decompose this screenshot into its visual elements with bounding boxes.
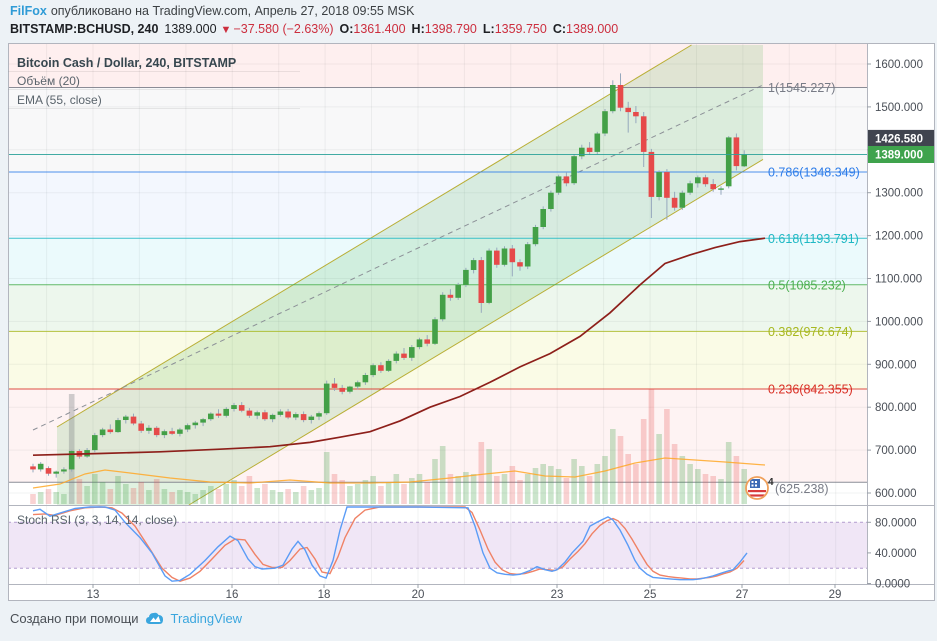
open-value: 1361.400 <box>353 22 406 36</box>
tradingview-logo-icon[interactable] <box>145 611 165 626</box>
fib-label: 1(1545.227) <box>768 81 835 95</box>
stoch-tick-label: 0.0000 <box>875 579 910 591</box>
idea-count: 4 <box>768 477 774 488</box>
high-label: H: <box>411 22 425 36</box>
price-tick-label: 1100.000 <box>875 274 922 286</box>
stoch-tick-label: 80.0000 <box>875 517 917 529</box>
price-axis[interactable]: 1600.0001500.0001400.0001300.0001200.000… <box>867 59 934 591</box>
fib-label: 0.618(1193.791) <box>768 232 859 246</box>
last-price-badge: 1389.000 <box>868 146 934 163</box>
fib-zero-label: (625.238) <box>775 482 829 496</box>
price-tick-label: 900.000 <box>875 359 917 371</box>
time-tick-label: 18 <box>318 589 331 601</box>
symbol-line: BITSTAMP:BCHUSD, 240 1389.000 ▼ −37.580 (−2… <box>10 20 930 40</box>
svg-text:1389.000: 1389.000 <box>875 150 923 162</box>
open-label: O: <box>339 22 354 36</box>
close-value: 1389.000 <box>566 22 619 36</box>
snapshot-footer: Создано при помощи TradingView <box>10 611 242 626</box>
published-line: FilFox опубликовано на TradingView.com, А… <box>10 2 930 20</box>
ema-line <box>32 237 766 457</box>
created-with-text: Создано при помощи <box>10 611 139 626</box>
time-tick-label: 13 <box>87 589 100 601</box>
grid-lines <box>8 43 867 584</box>
stoch-k-line <box>32 506 748 582</box>
price-tick-label: 800.000 <box>875 402 917 414</box>
snapshot-header: FilFox опубликовано на TradingView.com, А… <box>10 2 930 40</box>
svg-text:1426.580: 1426.580 <box>875 133 923 145</box>
pane-borders <box>8 43 935 601</box>
stoch-tick-label: 40.0000 <box>875 548 917 560</box>
tradingview-link[interactable]: TradingView <box>170 611 243 626</box>
fib-label: 0.786(1348.349) <box>768 166 860 180</box>
author-link[interactable]: FilFox <box>10 4 47 18</box>
symbol-text: BITSTAMP:BCHUSD, 240 <box>10 22 159 36</box>
high-value: 1398.790 <box>424 22 477 36</box>
price-tick-label: 600.000 <box>875 488 917 500</box>
candles-layer <box>30 73 747 478</box>
time-tick-label: 20 <box>412 589 425 601</box>
stoch-rsi-pane <box>8 506 867 582</box>
price-tick-label: 1000.000 <box>875 316 923 328</box>
close-label: C: <box>552 22 567 36</box>
time-tick-label: 27 <box>736 589 749 601</box>
time-tick-label: 23 <box>551 589 564 601</box>
fib-label: 0.236(842.355) <box>768 383 853 397</box>
idea-marker[interactable]: 4 (625.238) <box>745 476 829 500</box>
last-price: 1389.000 <box>164 22 217 36</box>
idea-badge-art <box>748 479 766 497</box>
down-triangle-icon: ▼ <box>220 24 232 36</box>
chart-legend: Bitcoin Cash / Dollar, 240, BITSTAMP Объ… <box>8 56 300 527</box>
price-chart: 1(1545.227) 0.786(1348.349) 0.618(1193.791… <box>8 43 935 601</box>
time-tick-label: 29 <box>829 589 842 601</box>
time-tick-label: 16 <box>226 589 239 601</box>
price-change: −37.580 (−2.63%) <box>233 22 334 36</box>
time-tick-label: 25 <box>644 589 657 601</box>
price-tick-label: 700.000 <box>875 445 917 457</box>
time-axis[interactable]: 13 16 18 20 23 25 27 29 <box>87 584 842 601</box>
legend-title: Bitcoin Cash / Dollar, 240, BITSTAMP <box>17 56 236 70</box>
legend-ema: EMA (55, close) <box>17 93 102 107</box>
price-tick-label: 1600.000 <box>875 59 923 71</box>
low-value: 1359.750 <box>494 22 547 36</box>
low-label: L: <box>482 22 495 36</box>
fib-label: 0.382(976.674) <box>768 325 853 339</box>
price-tick-label: 1500.000 <box>875 102 923 114</box>
published-text: опубликовано на TradingView.com, Апрель … <box>50 4 415 18</box>
stoch-rsi-label: Stoch RSI (3, 3, 14, 14, close) <box>17 513 177 527</box>
volume-bars <box>30 389 747 504</box>
upper-value-badge: 1426.580 <box>868 129 934 147</box>
volume-ma-line <box>32 457 766 489</box>
fib-label: 0.5(1085.232) <box>768 278 846 292</box>
price-tick-label: 1300.000 <box>875 188 923 200</box>
stoch-d-line <box>32 506 745 582</box>
legend-volume: Объём (20) <box>17 74 80 88</box>
price-tick-label: 1200.000 <box>875 231 923 243</box>
